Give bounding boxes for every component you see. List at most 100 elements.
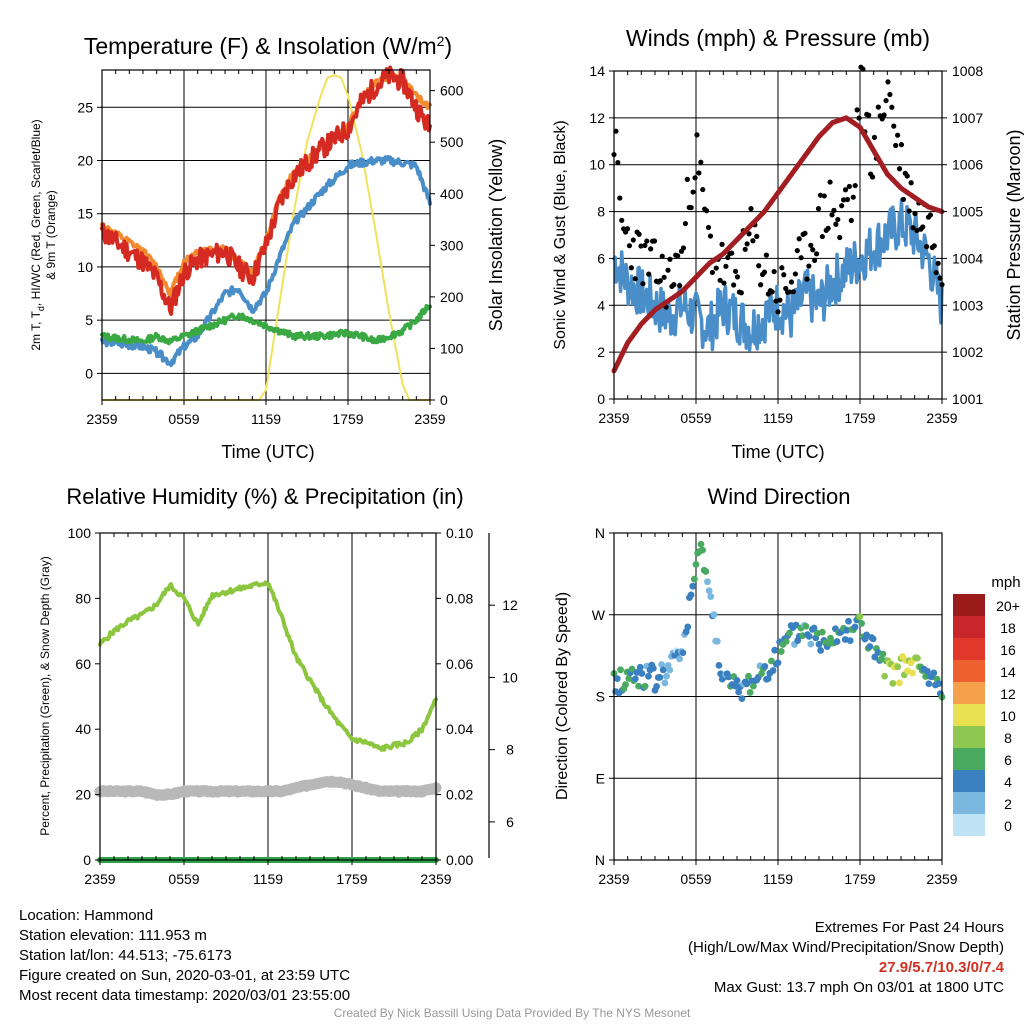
direction-point xyxy=(851,623,859,631)
gust-point xyxy=(723,263,729,269)
x-tick-label: 1159 xyxy=(251,411,281,427)
gust-point xyxy=(729,250,735,256)
direction-point xyxy=(833,638,841,645)
gust-point xyxy=(869,174,876,180)
gust-point xyxy=(619,217,625,223)
humidity-ylabel-left: Percent, Precipitation (Green), & Snow D… xyxy=(38,556,52,835)
direction-point xyxy=(768,657,775,665)
gust-point xyxy=(713,265,719,271)
direction-point xyxy=(743,680,751,688)
gust-point xyxy=(707,233,714,239)
direction-point xyxy=(750,682,757,690)
colorbar-swatch xyxy=(953,638,985,660)
colorbar-label: 16 xyxy=(1000,642,1016,658)
direction-point xyxy=(869,635,877,643)
direction-point xyxy=(679,649,687,657)
y-tick-label: N xyxy=(595,852,605,868)
gust-point xyxy=(850,194,856,200)
extremes-values: 27.9/5.7/10.3/0/7.4 xyxy=(878,959,1004,976)
y2-tick-label: 0.04 xyxy=(446,721,473,737)
x-tick-label: 0559 xyxy=(680,410,711,426)
direction-point xyxy=(786,629,793,637)
gust-point xyxy=(781,272,787,278)
gust-point xyxy=(731,282,737,288)
temperature-ylabel-left-line2: & 9m T (Orange) xyxy=(44,190,58,280)
colorbar-label: 4 xyxy=(1004,774,1012,790)
direction-point xyxy=(710,611,718,619)
sonic-wind-line xyxy=(612,198,944,352)
direction-point xyxy=(810,624,818,632)
x-tick-label: 1159 xyxy=(763,871,793,887)
direction-point xyxy=(805,632,813,640)
speed-colorbar: 20+ 18 16 14 12 10 8 6 4 2 0 xyxy=(953,594,1020,836)
gust-point xyxy=(885,79,891,85)
y-tick-label: 80 xyxy=(75,590,91,606)
gust-point xyxy=(725,254,731,261)
gust-point xyxy=(719,241,725,247)
direction-title: Wind Direction xyxy=(707,484,850,509)
wind-title: Winds (mph) & Pressure (mb) xyxy=(626,25,930,51)
gust-point xyxy=(821,193,827,199)
direction-point xyxy=(738,695,746,703)
colorbar-label: 0 xyxy=(1004,818,1012,834)
direction-point xyxy=(725,673,733,681)
gust-point xyxy=(848,217,854,224)
gust-point xyxy=(642,242,648,249)
latlon-text: Station lat/lon: 44.513; -75.6173 xyxy=(19,947,232,964)
gust-point xyxy=(692,175,698,181)
direction-point xyxy=(895,679,903,687)
x-tick-label: 1759 xyxy=(332,411,363,427)
direction-point xyxy=(856,613,864,620)
y2-tick-label: 0 xyxy=(440,392,448,408)
gust-point xyxy=(806,263,812,269)
direction-point xyxy=(935,680,943,687)
gust-point xyxy=(792,271,798,277)
direction-point xyxy=(858,620,866,627)
gust-point xyxy=(617,195,623,201)
gust-point xyxy=(700,186,706,193)
gust-point xyxy=(812,257,818,264)
direction-point xyxy=(661,679,669,687)
direction-point xyxy=(923,667,931,675)
gust-point xyxy=(763,252,770,258)
y-tick-label: 0 xyxy=(85,365,93,381)
temperature-xlabel: Time (UTC) xyxy=(221,442,314,462)
gust-point xyxy=(640,281,646,287)
direction-point xyxy=(707,593,715,600)
gust-point xyxy=(912,210,918,217)
gust-point xyxy=(632,276,638,282)
temperature-panel: Temperature (F) & Insolation (W/m2) 2359… xyxy=(29,33,506,462)
direction-point xyxy=(702,568,710,575)
direction-point xyxy=(817,647,825,654)
gust-point xyxy=(900,196,907,202)
direction-point xyxy=(792,621,800,629)
direction-point xyxy=(705,587,713,595)
direction-point xyxy=(663,672,670,680)
gust-point xyxy=(775,309,781,315)
gust-point xyxy=(802,230,808,236)
colorbar-title: mph xyxy=(991,574,1020,591)
gust-point xyxy=(871,134,878,140)
direction-point xyxy=(653,683,661,690)
x-tick-label: 2359 xyxy=(598,871,629,887)
y2-tick-label: 1004 xyxy=(952,250,983,266)
direction-point xyxy=(846,637,854,645)
y2-tick-label: 1007 xyxy=(952,110,983,126)
y2-tick-label: 0.02 xyxy=(446,787,473,803)
snow-axis-label: 6 xyxy=(506,814,514,830)
gust-point xyxy=(671,282,677,288)
direction-point xyxy=(807,640,815,648)
direction-point xyxy=(845,617,852,625)
temperature-ylabel-left-line1: 2m T, Td, HI/WC (Red, Green, Scarlet/Blu… xyxy=(29,119,46,350)
gust-point xyxy=(744,241,750,247)
gust-point xyxy=(748,206,754,212)
gust-point xyxy=(646,271,652,277)
gust-point xyxy=(657,278,663,284)
temperature-line xyxy=(100,304,432,346)
direction-point xyxy=(628,665,636,673)
x-tick-label: 2359 xyxy=(414,411,445,427)
direction-point xyxy=(914,654,921,662)
direction-point xyxy=(818,628,826,636)
gust-point xyxy=(881,112,887,118)
gust-point xyxy=(852,182,858,189)
